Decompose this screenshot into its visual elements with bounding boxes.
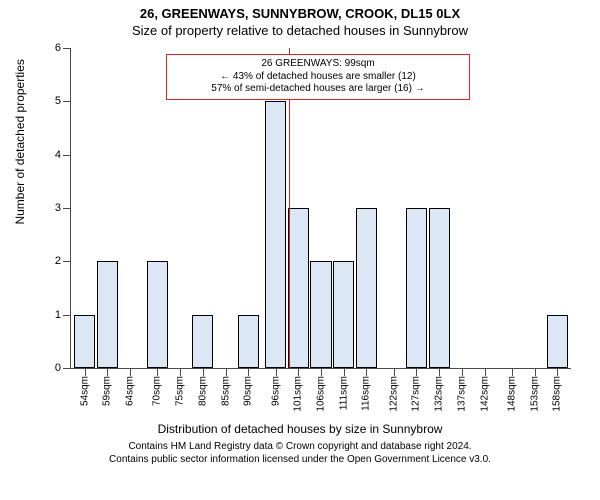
legend-line: ← 43% of detached houses are smaller (12…: [173, 71, 463, 84]
x-tick-label: 127sqm: [411, 376, 422, 412]
x-tick: [366, 368, 367, 376]
x-tick: [180, 368, 181, 376]
x-tick: [248, 368, 249, 376]
bar: [288, 208, 309, 368]
y-tick-label: 2: [55, 255, 61, 267]
footer-line-1: Contains HM Land Registry data © Crown c…: [0, 440, 600, 453]
x-tick: [462, 368, 463, 376]
x-tick-label: 54sqm: [79, 376, 90, 406]
x-tick-label: 122sqm: [388, 376, 399, 412]
legend-box: 26 GREENWAYS: 99sqm← 43% of detached hou…: [166, 54, 470, 100]
x-tick-label: 116sqm: [361, 376, 372, 411]
x-tick-label: 111sqm: [338, 376, 349, 410]
x-tick: [394, 368, 395, 376]
x-tick: [298, 368, 299, 376]
x-tick: [485, 368, 486, 376]
bar: [97, 261, 118, 368]
x-tick-label: 132sqm: [434, 376, 445, 412]
footer: Contains HM Land Registry data © Crown c…: [0, 440, 600, 466]
y-tick-label: 0: [55, 362, 61, 374]
x-axis-title: Distribution of detached houses by size …: [0, 422, 600, 436]
bar: [547, 315, 568, 368]
x-tick-label: 101sqm: [293, 376, 304, 412]
bar: [74, 315, 95, 368]
bar: [147, 261, 168, 368]
x-tick-label: 64sqm: [125, 376, 136, 406]
x-tick: [535, 368, 536, 376]
legend-line: 57% of semi-detached houses are larger (…: [173, 83, 463, 96]
page-title: 26, GREENWAYS, SUNNYBROW, CROOK, DL15 0L…: [0, 6, 600, 21]
bar: [333, 261, 354, 368]
x-tick: [130, 368, 131, 376]
y-tick: [63, 315, 71, 316]
y-tick: [63, 155, 71, 156]
x-tick-label: 85sqm: [220, 376, 231, 406]
bar: [406, 208, 427, 368]
bar: [265, 101, 286, 368]
x-tick-label: 106sqm: [316, 376, 327, 412]
y-tick: [63, 48, 71, 49]
page-subtitle: Size of property relative to detached ho…: [0, 23, 600, 38]
y-tick: [63, 368, 71, 369]
y-tick-label: 1: [55, 309, 61, 321]
x-tick: [107, 368, 108, 376]
legend-line: 26 GREENWAYS: 99sqm: [173, 58, 463, 71]
x-tick: [416, 368, 417, 376]
plot-area: 012345654sqm59sqm64sqm70sqm75sqm80sqm85s…: [70, 48, 571, 369]
x-tick-label: 90sqm: [243, 376, 254, 406]
bar: [238, 315, 259, 368]
x-tick-label: 153sqm: [529, 376, 540, 412]
x-tick-label: 59sqm: [102, 376, 113, 406]
x-tick-label: 70sqm: [152, 376, 163, 406]
x-tick: [557, 368, 558, 376]
x-tick-label: 148sqm: [506, 376, 517, 412]
x-tick: [226, 368, 227, 376]
chart-container: Number of detached properties 012345654s…: [0, 38, 600, 418]
y-tick-label: 5: [55, 95, 61, 107]
y-tick-label: 3: [55, 202, 61, 214]
bar: [310, 261, 331, 368]
x-tick: [344, 368, 345, 376]
bar: [192, 315, 213, 368]
y-tick-label: 6: [55, 42, 61, 54]
x-tick: [439, 368, 440, 376]
x-tick: [321, 368, 322, 376]
y-tick: [63, 261, 71, 262]
y-tick: [63, 208, 71, 209]
x-tick: [512, 368, 513, 376]
footer-line-2: Contains public sector information licen…: [0, 453, 600, 466]
x-tick-label: 142sqm: [479, 376, 490, 412]
x-tick: [203, 368, 204, 376]
bar: [429, 208, 450, 368]
x-tick-label: 158sqm: [552, 376, 563, 412]
x-tick: [85, 368, 86, 376]
y-axis-title: Number of detached properties: [13, 59, 27, 224]
bar: [356, 208, 377, 368]
x-tick-label: 75sqm: [175, 376, 186, 406]
x-tick-label: 96sqm: [270, 376, 281, 406]
x-tick-label: 80sqm: [197, 376, 208, 406]
x-tick-label: 137sqm: [456, 376, 467, 412]
y-tick: [63, 101, 71, 102]
x-tick: [276, 368, 277, 376]
y-tick-label: 4: [55, 149, 61, 161]
x-tick: [157, 368, 158, 376]
